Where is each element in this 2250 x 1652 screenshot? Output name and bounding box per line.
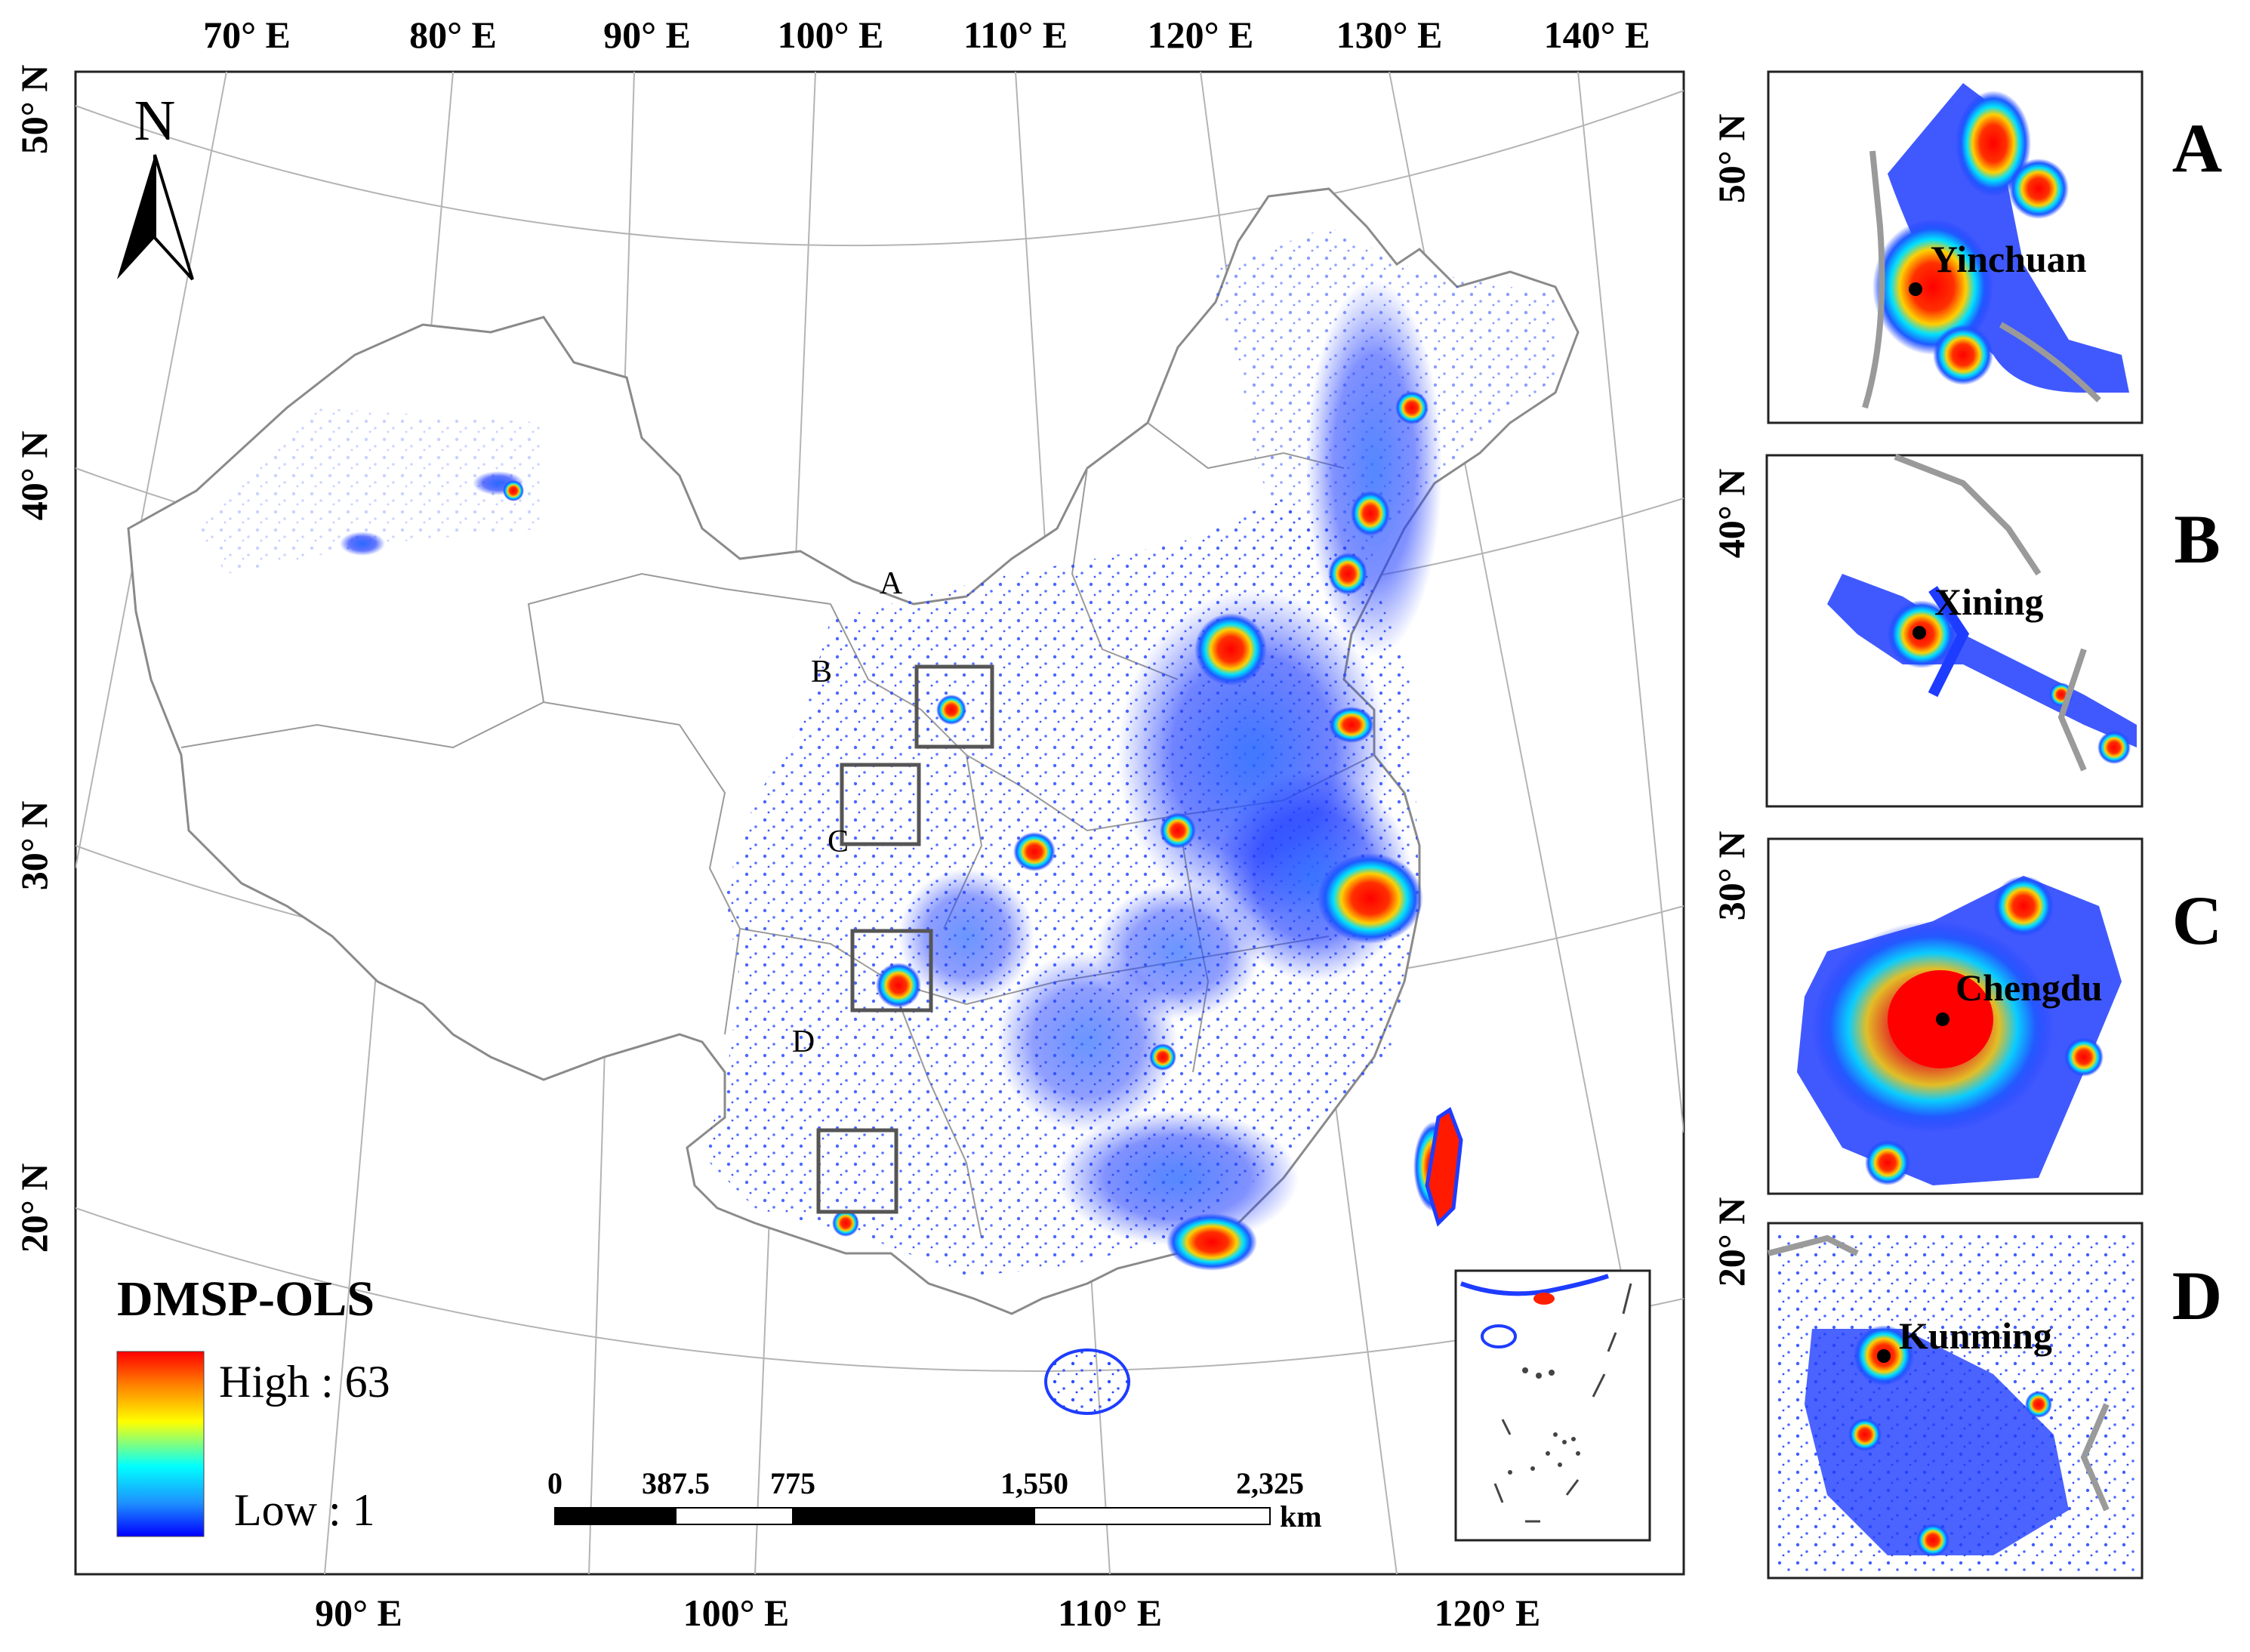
north-arrow-label: N [134, 89, 176, 153]
study-box-d [816, 1128, 898, 1214]
top-lon-label: 100° E [778, 14, 884, 56]
right-lat-label: 40° N [1710, 469, 1752, 559]
panel-city-label: Xining [1934, 581, 2044, 623]
panel-a: Yinchuan A [1767, 70, 2222, 424]
map-marker-c: C [828, 824, 849, 859]
top-lon-label: 80° E [409, 14, 497, 56]
study-box-a [914, 664, 994, 749]
scale-bar: 0 387.5 775 1,550 2,325 km [547, 1466, 1322, 1533]
top-lon-label: 70° E [203, 14, 291, 56]
study-area-boxes [816, 664, 994, 1214]
top-longitude-labels: 70° E 80° E 90° E 100° E 110° E 120° E 1… [203, 14, 1650, 56]
hainan-island [1044, 1348, 1130, 1415]
panel-d: Kunming D [1767, 1222, 2222, 1580]
bottom-lon-label: 120° E [1435, 1592, 1541, 1634]
right-lat-label: 30° N [1710, 831, 1752, 921]
right-latitude-labels: 50° N 40° N 30° N 20° N [1710, 114, 1752, 1287]
panel-letter: D [2172, 1257, 2222, 1334]
left-lat-label: 50° N [13, 65, 55, 155]
top-lon-label: 110° E [963, 14, 1068, 56]
south-china-sea-inset [1454, 1269, 1651, 1542]
map-marker-a: A [880, 566, 903, 601]
left-lat-label: 30° N [13, 801, 55, 891]
map-marker-d: D [792, 1025, 815, 1059]
panel-b: Xining B [1765, 454, 2221, 808]
legend: DMSP-OLS High : 63 Low : 1 [116, 1271, 390, 1537]
top-lon-label: 90° E [603, 14, 691, 56]
panel-c: Chengdu C [1767, 837, 2222, 1195]
scale-tick-label: 2,325 [1236, 1466, 1304, 1500]
scale-tick-label: 1,550 [1000, 1466, 1068, 1500]
legend-title: DMSP-OLS [117, 1271, 374, 1327]
panel-letter: B [2174, 501, 2220, 578]
panel-letter: C [2172, 882, 2222, 959]
study-box-c [850, 929, 933, 1012]
scale-tick-label: 387.5 [642, 1466, 710, 1500]
bottom-longitude-labels: 90° E 100° E 110° E 120° E [315, 1592, 1540, 1634]
top-lon-label: 120° E [1148, 14, 1254, 56]
panel-city-label: Kunming [1899, 1315, 2052, 1357]
top-lon-label: 140° E [1544, 14, 1651, 56]
scale-unit: km [1280, 1499, 1322, 1533]
panel-city-label: Yinchuan [1931, 238, 2087, 280]
left-lat-label: 40° N [13, 431, 55, 521]
map-marker-b: B [811, 655, 832, 689]
main-map-body [76, 72, 1684, 1574]
legend-color-ramp [116, 1351, 205, 1537]
right-lat-label: 20° N [1710, 1197, 1752, 1287]
study-box-b [840, 763, 921, 846]
bottom-lon-label: 90° E [315, 1592, 402, 1634]
bottom-lon-label: 110° E [1058, 1592, 1162, 1634]
scale-tick-label: 0 [547, 1466, 562, 1500]
night-lights [196, 227, 1555, 1415]
top-lon-label: 130° E [1336, 14, 1443, 56]
detail-panels: Yinchuan A Xining B Cheng [1765, 70, 2222, 1580]
legend-high-label: High : 63 [219, 1357, 390, 1407]
north-arrow-icon: N [117, 89, 194, 281]
left-lat-label: 20° N [13, 1163, 55, 1253]
panel-city-label: Chengdu [1956, 966, 2103, 1009]
left-latitude-labels: 50° N 40° N 30° N 20° N [13, 65, 55, 1253]
bottom-lon-label: 100° E [683, 1592, 790, 1634]
panel-letter: A [2172, 109, 2222, 186]
legend-low-label: Low : 1 [234, 1485, 375, 1535]
scale-tick-label: 775 [770, 1466, 815, 1500]
right-lat-label: 50° N [1710, 114, 1752, 204]
